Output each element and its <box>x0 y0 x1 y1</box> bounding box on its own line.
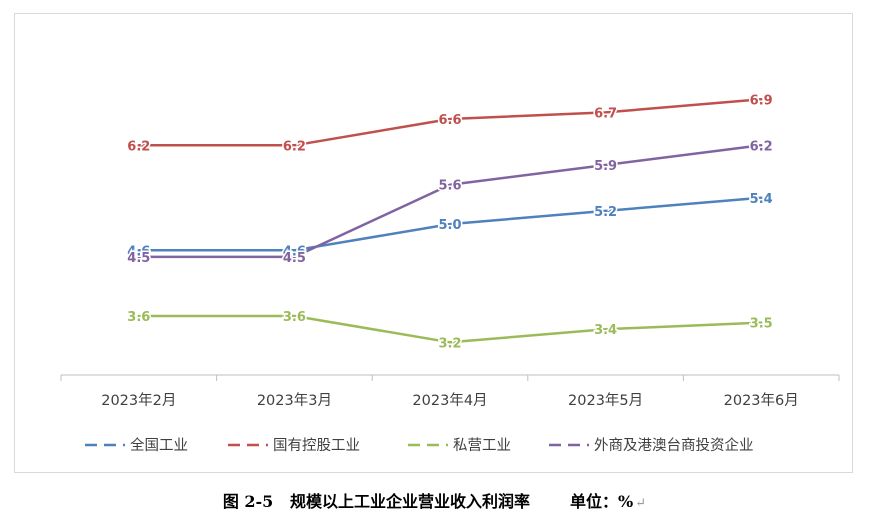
legend-label: 外商及港澳台商投资企业 <box>594 436 754 454</box>
data-label: 6.6 <box>438 113 461 128</box>
data-label: 4.5 <box>283 251 306 266</box>
data-label: 6.2 <box>127 139 150 154</box>
chart-frame: 2023年2月 2023年3月 2023年4月 2023年5月 2023年6月 4.6 4.… <box>14 13 853 473</box>
figure-caption: 图 2-5 规模以上工业企业营业收入利润率 单位：% ↵ <box>0 488 869 512</box>
x-tick-label: 2023年4月 <box>412 392 487 409</box>
caption-unit: 单位：% <box>570 492 634 511</box>
x-tick-label: 2023年3月 <box>257 392 332 409</box>
legend-label: 私营工业 <box>453 437 511 454</box>
series-line-3 <box>137 314 763 344</box>
x-tick-label: 2023年5月 <box>568 392 643 409</box>
data-label: 4.6 <box>283 244 306 259</box>
data-label: 5.4 <box>750 192 773 207</box>
x-tick-label: 2023年2月 <box>101 392 176 409</box>
series-line-1 <box>137 196 763 252</box>
x-tick-label: 2023年6月 <box>724 392 799 409</box>
caption-title: 图 2-5 规模以上工业企业营业收入利润率 <box>222 492 531 511</box>
legend-label: 国有控股工业 <box>273 437 360 454</box>
data-label: 3.4 <box>594 323 617 338</box>
data-label: 5.0 <box>438 218 461 233</box>
series-line-4 <box>137 144 763 259</box>
data-label: 6.2 <box>750 139 773 154</box>
data-label: 3.5 <box>750 317 773 332</box>
data-label: 3.2 <box>438 336 461 351</box>
data-label: 5.2 <box>594 205 617 220</box>
data-label: 4.6 <box>127 244 150 259</box>
data-label: 5.6 <box>438 179 461 194</box>
data-label: 4.5 <box>127 251 150 266</box>
data-label: 6.9 <box>750 93 773 108</box>
data-label: 5.9 <box>594 159 617 174</box>
series-line-2 <box>137 98 763 147</box>
data-label: 3.6 <box>127 310 150 325</box>
legend-label: 全国工业 <box>130 436 188 454</box>
data-label: 6.2 <box>283 139 306 154</box>
data-label: 3.6 <box>283 310 306 325</box>
return-mark: ↵ <box>635 496 647 511</box>
data-label: 6.7 <box>594 106 617 121</box>
